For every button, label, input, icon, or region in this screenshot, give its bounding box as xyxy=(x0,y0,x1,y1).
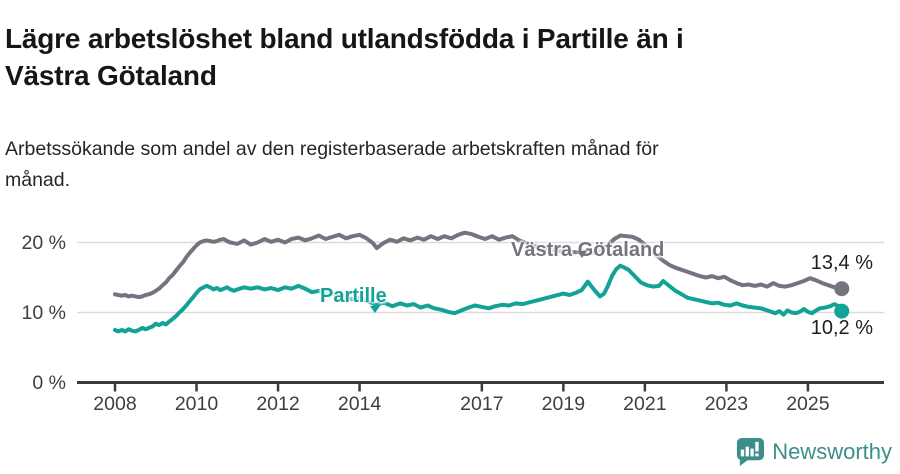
x-axis-label: 2010 xyxy=(174,393,219,415)
y-axis-label: 10 % xyxy=(21,301,66,324)
series-label-partille: Partille xyxy=(320,285,387,307)
newsworthy-logo-icon xyxy=(737,437,765,467)
label-pointer-triangle-partille xyxy=(370,306,380,313)
page-title: Lägre arbetslöshet bland utlandsfödda i … xyxy=(5,22,684,91)
end-value-label-partille: 10,2 % xyxy=(810,317,873,339)
y-axis-label: 0 % xyxy=(32,371,66,394)
y-axis-label: 20 % xyxy=(21,231,66,254)
newsworthy-branding: Newsworthy xyxy=(734,437,892,467)
x-axis-label: 2021 xyxy=(623,393,667,415)
label-pointer-triangle-vastra-gotaland xyxy=(577,251,587,258)
x-axis-label: 2019 xyxy=(541,393,586,415)
x-axis-label: 2008 xyxy=(93,393,137,415)
brand-name: Newsworthy xyxy=(772,439,892,464)
x-axis-label: 2023 xyxy=(704,393,749,415)
x-axis-label: 2017 xyxy=(460,393,504,415)
chart-subtitle: Arbetssökande som andel av den registerb… xyxy=(5,137,659,191)
series-label-vastra-gotaland: Västra Götaland xyxy=(511,239,665,261)
end-value-label-vastra-gotaland: 13,4 % xyxy=(810,252,873,274)
x-axis-label: 2012 xyxy=(256,393,300,415)
x-axis-label: 2014 xyxy=(337,393,382,415)
x-axis-label: 2025 xyxy=(786,393,830,415)
